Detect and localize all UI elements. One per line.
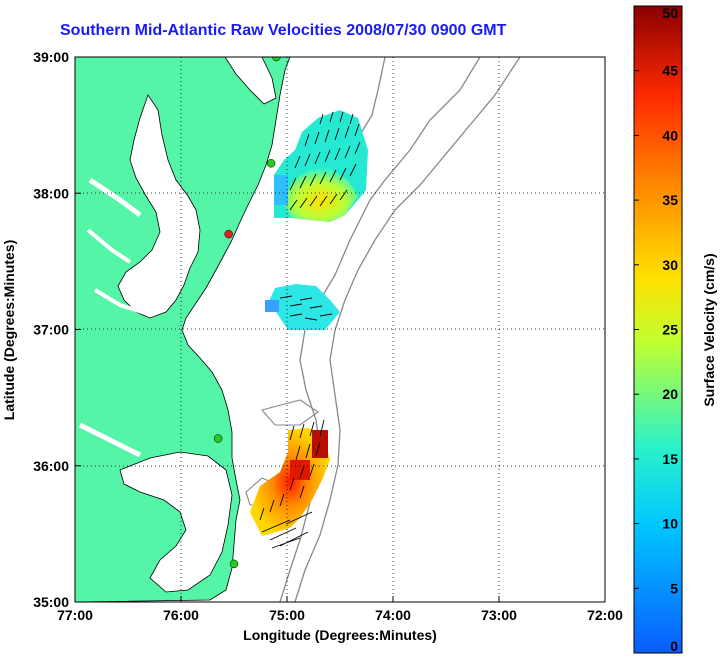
colorbar-tick-label: 15 <box>662 451 678 467</box>
colorbar-tick-label: 0 <box>670 638 678 654</box>
y-tick-label: 38:00 <box>33 185 69 201</box>
x-tick-label: 76:00 <box>163 607 199 623</box>
map-title: Southern Mid-Atlantic Raw Velocities 200… <box>60 22 507 39</box>
y-tick-label: 39:00 <box>33 49 69 65</box>
river-4 <box>78 422 142 458</box>
colorbar <box>633 5 683 654</box>
y-tick-label: 36:00 <box>33 458 69 474</box>
station-2-marker <box>266 159 276 168</box>
isobath-2 <box>294 57 521 602</box>
velocity-patch-mid <box>265 284 340 330</box>
station-1-marker <box>272 57 281 62</box>
y-tick-label: 37:00 <box>33 322 69 338</box>
map-layers <box>75 57 605 602</box>
velocity-patch-mid-blue <box>265 300 279 312</box>
colorbar-tick-label: 5 <box>670 580 678 596</box>
river-3 <box>93 288 143 314</box>
pamlico-sound <box>119 451 233 593</box>
station-3-marker <box>224 229 233 239</box>
velocity-patch-north-warm <box>282 168 358 222</box>
colorbar-tick-label: 10 <box>662 516 678 532</box>
chesapeake-bay <box>117 94 201 319</box>
isobath-4 <box>261 399 319 426</box>
velocity-patch-south-core <box>290 460 310 480</box>
station-5-marker <box>229 559 239 569</box>
colorbar-tick-label: 45 <box>662 63 678 79</box>
land-mass <box>75 57 291 602</box>
delaware-bay <box>224 57 277 105</box>
colorbar-tick-label: 50 <box>662 5 678 21</box>
x-axis-label: Longitude (Degrees:Minutes) <box>243 627 437 643</box>
x-tick-labels: 77:00 76:00 75:00 74:00 73:00 72:00 <box>57 596 623 623</box>
x-tick-label: 72:00 <box>587 607 623 623</box>
colorbar-tick-label: 35 <box>662 192 678 208</box>
y-tick-labels: 39:00 38:00 37:00 36:00 35:00 <box>33 49 81 610</box>
x-tick-label: 73:00 <box>481 607 517 623</box>
velocity-vectors <box>259 111 361 549</box>
colorbar-tick-label: 30 <box>662 257 678 273</box>
colorbar-label: Surface Velocity (cm/s) <box>701 253 717 406</box>
x-tick-label: 77:00 <box>57 607 93 623</box>
station-markers <box>213 57 281 569</box>
velocity-patch-south <box>250 428 330 536</box>
colorbar-tick-label: 40 <box>662 127 678 143</box>
y-axis-label: Latitude (Degrees:Minutes) <box>1 240 17 420</box>
river-1 <box>88 177 142 217</box>
colorbar-tick-label: 20 <box>662 386 678 402</box>
velocity-patch-north-blue <box>274 175 288 205</box>
colorbar-tick-label: 25 <box>662 322 678 338</box>
x-tick-label: 74:00 <box>375 607 411 623</box>
river-2 <box>86 228 132 264</box>
graticule <box>75 57 605 602</box>
station-4-marker <box>213 434 223 443</box>
x-tick-label: 75:00 <box>269 607 305 623</box>
velocity-patch-south-dark <box>312 430 328 458</box>
y-tick-label: 35:00 <box>33 594 69 610</box>
